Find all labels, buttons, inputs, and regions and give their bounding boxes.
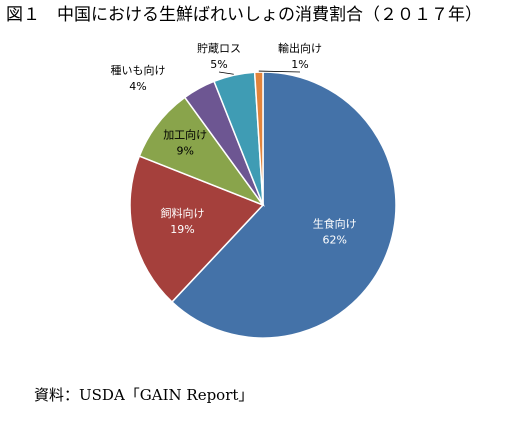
slice-label-value: 4% <box>129 80 146 93</box>
pie-slice <box>253 71 264 206</box>
slice-label-value: 1% <box>291 58 308 71</box>
slice-label-value: 19% <box>170 223 194 236</box>
source-note: 資料：USDA「GAIN Report」 <box>34 386 254 404</box>
chart-title: 図１ 中国における生鮮ばれいしょの消費割合（２０１７年） <box>6 5 482 25</box>
slice-label-name: 種いも向け <box>111 63 166 77</box>
slice-labels: 生食向け 62% 飼料向け 19% 加工向け 9% 種いも向け 4% 貯蔵ロス 5% 輸出向け 1% <box>111 41 357 246</box>
leader-line <box>258 70 301 73</box>
slice-label-name: 輸出向け <box>278 41 322 55</box>
slice-label-name: 生食向け <box>313 216 357 230</box>
slice-label-name: 貯蔵ロス <box>197 42 241 55</box>
pie-slice <box>170 71 397 339</box>
leader-line <box>218 71 234 75</box>
leader-lines <box>218 70 301 75</box>
slice-label-value: 5% <box>210 58 227 71</box>
slice-label-name: 飼料向け <box>161 206 205 220</box>
slice-label-value: 62% <box>322 233 346 246</box>
slice-label-name: 加工向け <box>163 128 207 142</box>
pie-slices <box>129 71 397 339</box>
slice-label-value: 9% <box>176 145 193 158</box>
